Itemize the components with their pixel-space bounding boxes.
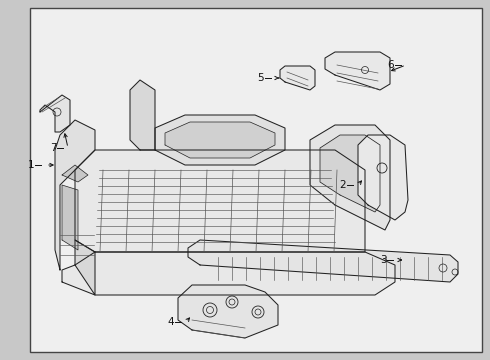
Polygon shape: [62, 165, 88, 182]
Text: 7: 7: [49, 143, 56, 153]
Polygon shape: [75, 240, 95, 295]
Text: 2: 2: [340, 180, 346, 190]
Polygon shape: [325, 52, 390, 90]
Polygon shape: [62, 252, 395, 295]
Polygon shape: [280, 66, 315, 90]
Polygon shape: [310, 125, 390, 230]
Polygon shape: [165, 122, 275, 158]
Text: 6: 6: [388, 60, 394, 70]
Text: 4: 4: [168, 317, 174, 327]
Polygon shape: [188, 240, 458, 282]
Polygon shape: [320, 135, 380, 212]
Polygon shape: [75, 150, 365, 252]
Polygon shape: [155, 115, 285, 165]
Polygon shape: [55, 120, 95, 270]
Polygon shape: [130, 80, 155, 150]
Text: 1: 1: [28, 160, 34, 170]
Text: 3: 3: [380, 255, 386, 265]
Polygon shape: [62, 185, 78, 250]
Polygon shape: [358, 135, 408, 220]
Polygon shape: [40, 95, 70, 132]
Text: 5: 5: [258, 73, 264, 83]
Polygon shape: [178, 285, 278, 338]
